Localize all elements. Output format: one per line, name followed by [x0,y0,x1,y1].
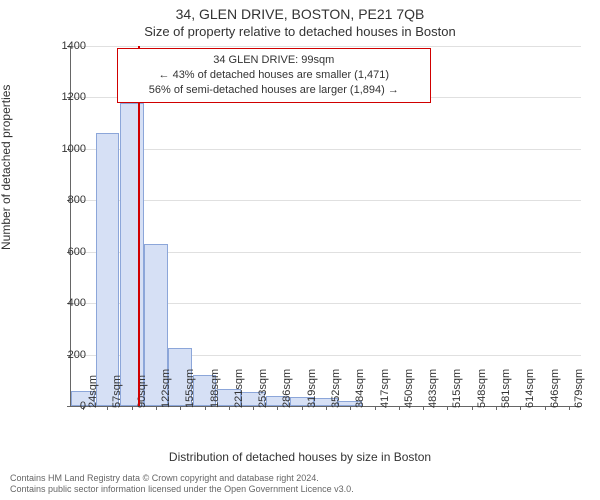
annotation-box: 34 GLEN DRIVE: 99sqm← 43% of detached ho… [117,48,431,103]
xtick-label: 450sqm [403,369,415,408]
ytick-label: 600 [46,246,86,258]
x-axis-label: Distribution of detached houses by size … [0,450,600,464]
page-title: 34, GLEN DRIVE, BOSTON, PE21 7QB [0,6,600,22]
gridline [71,46,581,47]
xtick-label: 679sqm [573,369,585,408]
xtick-label: 515sqm [451,369,463,408]
annotation-line: 34 GLEN DRIVE: 99sqm [126,53,422,68]
ytick-label: 1200 [46,91,86,103]
gridline [71,200,581,201]
xtick-mark [326,406,327,410]
annotation-line: ← 43% of detached houses are smaller (1,… [126,68,422,83]
xtick-label: 319sqm [306,369,318,408]
xtick-label: 57sqm [111,375,123,408]
histogram-bar [96,133,120,406]
xtick-mark [302,406,303,410]
xtick-mark [277,406,278,410]
xtick-mark [132,406,133,410]
xtick-label: 646sqm [549,369,561,408]
xtick-label: 352sqm [330,369,342,408]
xtick-mark [229,406,230,410]
xtick-label: 188sqm [209,369,221,408]
xtick-label: 384sqm [354,369,366,408]
xtick-mark [350,406,351,410]
xtick-label: 221sqm [233,369,245,408]
ytick-label: 0 [46,400,86,412]
xtick-label: 417sqm [379,369,391,408]
xtick-mark [107,406,108,410]
ytick-label: 400 [46,297,86,309]
xtick-mark [423,406,424,410]
xtick-mark [569,406,570,410]
plot-area: 24sqm57sqm90sqm122sqm155sqm188sqm221sqm2… [70,46,581,407]
y-axis-label: Number of detached properties [0,85,13,250]
xtick-mark [180,406,181,410]
xtick-label: 24sqm [87,375,99,408]
xtick-mark [447,406,448,410]
footer-line: Contains public sector information licen… [10,484,354,496]
annotation-line: 56% of semi-detached houses are larger (… [126,83,422,98]
xtick-label: 286sqm [281,369,293,408]
xtick-label: 614sqm [524,369,536,408]
xtick-mark [399,406,400,410]
footer-attribution: Contains HM Land Registry data © Crown c… [10,473,354,496]
xtick-mark [156,406,157,410]
gridline [71,149,581,150]
xtick-label: 122sqm [160,369,172,408]
ytick-label: 200 [46,349,86,361]
xtick-mark [472,406,473,410]
xtick-label: 483sqm [427,369,439,408]
xtick-label: 253sqm [257,369,269,408]
ytick-label: 800 [46,194,86,206]
xtick-label: 548sqm [476,369,488,408]
ytick-label: 1000 [46,143,86,155]
footer-line: Contains HM Land Registry data © Crown c… [10,473,354,485]
ytick-label: 1400 [46,40,86,52]
chart-subtitle: Size of property relative to detached ho… [0,24,600,39]
xtick-mark [545,406,546,410]
chart-container: 34, GLEN DRIVE, BOSTON, PE21 7QB Size of… [0,0,600,500]
xtick-label: 155sqm [184,369,196,408]
xtick-mark [205,406,206,410]
xtick-mark [253,406,254,410]
xtick-mark [520,406,521,410]
xtick-label: 581sqm [500,369,512,408]
xtick-mark [496,406,497,410]
xtick-mark [375,406,376,410]
